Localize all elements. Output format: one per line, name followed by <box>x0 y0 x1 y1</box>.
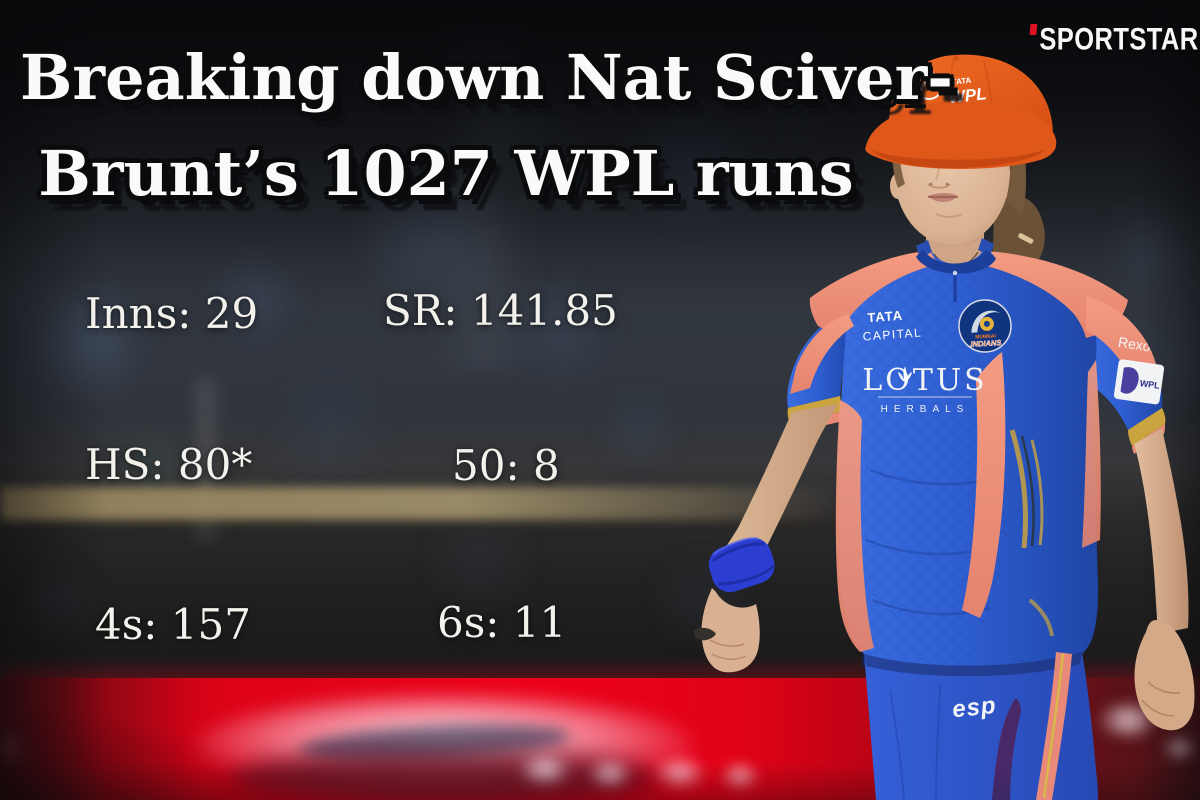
svg-text:WPL: WPL <box>1139 378 1161 391</box>
front-sponsor-lotus-herbals: LOTUS HERBALS <box>862 363 987 415</box>
held-object <box>694 627 716 641</box>
zipper-pull <box>952 270 958 276</box>
stat-sixes: 6s: 11 <box>437 598 567 647</box>
stat-innings: Inns: 29 <box>85 289 259 338</box>
stat-fours: 4s: 157 <box>95 600 251 649</box>
team-crest-mumbai-indians: MUMBAI INDIANS <box>958 299 1012 353</box>
sportstar-logo-mark <box>1029 24 1038 35</box>
stat-strike-rate: SR: 141.85 <box>383 286 618 335</box>
wristband <box>708 537 775 593</box>
cap-crest-icon <box>915 72 943 100</box>
player-cap: TATA WPL <box>865 54 1057 169</box>
headline-line2: Brunt’s 1027 WPL runs <box>38 137 854 210</box>
sleeve-check-icon <box>1134 308 1157 329</box>
svg-text:LOTUS: LOTUS <box>862 363 987 398</box>
player-trousers: esp <box>864 652 1098 800</box>
cap-brim <box>865 101 1057 169</box>
trouser-logo: esp <box>951 692 998 723</box>
trouser-gold-piping <box>1042 653 1065 799</box>
svg-text:CAPITAL: CAPITAL <box>862 325 922 343</box>
cap-wpl-text: WPL <box>948 84 988 107</box>
player-right-arm <box>694 404 838 673</box>
svg-text:INDIANS: INDIANS <box>970 338 1001 349</box>
chest-sponsor-tata-capital: TATA CAPITAL <box>862 308 922 344</box>
headline-ghost-line1: Breaking down Nat Sciver- <box>33 56 966 129</box>
cap-sponsor-text: TATA <box>951 76 972 87</box>
right-hand <box>701 588 760 673</box>
player-left-arm <box>1134 428 1195 731</box>
svg-text:MUMBAI: MUMBAI <box>975 333 996 340</box>
headline-line1: Breaking down Nat Sciver- <box>20 41 953 114</box>
sportstar-logo: SPORTSTAR <box>1029 22 1199 57</box>
jersey-gold-streaks <box>1009 429 1054 637</box>
svg-text:HERBALS: HERBALS <box>881 404 970 415</box>
svg-text:TATA: TATA <box>867 308 904 325</box>
lotus-flower-icon <box>898 366 912 382</box>
left-hand <box>1134 620 1195 731</box>
player-photo: TATA WPL <box>694 54 1195 800</box>
jersey-collar <box>916 238 996 302</box>
headline-ghost-line2: Brunt’s 1027 WPL runs <box>51 152 867 225</box>
sleeve-wpl-badge: WPL <box>1113 359 1165 405</box>
sleeve-gold-trim-right <box>1128 408 1166 446</box>
stat-high-score: HS: 80* <box>85 440 253 489</box>
stat-fifties: 50: 8 <box>452 441 560 490</box>
sportstar-logo-text: SPORTSTAR <box>1039 22 1199 57</box>
headline: Breaking down Nat Sciver- Breaking down … <box>20 30 966 225</box>
